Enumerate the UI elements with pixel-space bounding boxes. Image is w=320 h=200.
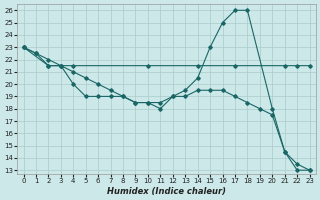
X-axis label: Humidex (Indice chaleur): Humidex (Indice chaleur) [107, 187, 226, 196]
